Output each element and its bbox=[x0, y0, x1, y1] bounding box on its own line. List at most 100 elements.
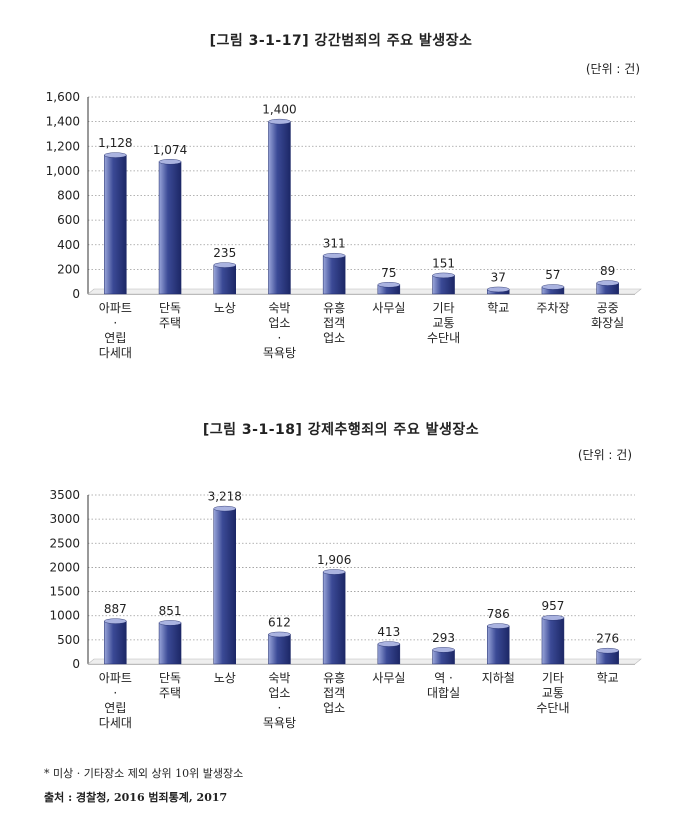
bar-cap bbox=[322, 253, 346, 259]
bar-cap bbox=[541, 615, 565, 621]
chart2-unit: (단위 : 건) bbox=[577, 448, 632, 462]
bar-cap bbox=[213, 262, 236, 268]
bar bbox=[487, 625, 510, 665]
bar-value-label: 37 bbox=[491, 270, 506, 284]
bar-cap bbox=[158, 159, 182, 165]
category-label-line: 수단내 bbox=[536, 701, 569, 715]
y-tick-label: 1,000 bbox=[46, 164, 80, 178]
category-label-line: 노상 bbox=[214, 671, 236, 685]
x-category-label: 기타 교통 수단내 bbox=[427, 301, 460, 345]
category-label-line: 다세대 bbox=[99, 716, 132, 730]
bar bbox=[322, 571, 346, 665]
category-label-line: 목욕탕 bbox=[263, 716, 296, 730]
bar-cap bbox=[432, 272, 455, 279]
category-label-line: 교통 bbox=[433, 316, 455, 330]
bar-cap bbox=[432, 647, 455, 653]
bar-cap bbox=[104, 618, 127, 624]
y-tick-label: 0 bbox=[72, 287, 80, 301]
x-category-label: 학교 bbox=[487, 301, 509, 315]
bar bbox=[268, 634, 291, 665]
bar-value-label: 293 bbox=[432, 631, 455, 645]
bar-cap bbox=[377, 282, 401, 288]
x-category-label: 숙박 업소 · 목욕탕 bbox=[263, 301, 296, 360]
chart1-title: [그림 3-1-17] 강간범죄의 주요 발생장소 bbox=[209, 33, 473, 49]
bar-value-label: 851 bbox=[159, 604, 182, 618]
y-tick-label: 1,600 bbox=[46, 90, 80, 104]
y-tick-label: 600 bbox=[57, 213, 80, 227]
bar bbox=[432, 275, 455, 295]
bar-cap bbox=[268, 631, 291, 638]
bar-cap bbox=[596, 647, 619, 654]
category-label-line: 학교 bbox=[597, 671, 619, 685]
bar bbox=[104, 620, 127, 665]
chart1-unit: (단위 : 건) bbox=[585, 62, 640, 76]
x-category-label: 단독 주택 bbox=[159, 671, 181, 700]
bar bbox=[377, 643, 401, 665]
x-category-label: 주차장 bbox=[536, 301, 569, 315]
category-label-line: 주차장 bbox=[536, 301, 569, 315]
category-label-line: 업소 bbox=[268, 316, 290, 330]
bar bbox=[541, 617, 565, 665]
category-label-line: 주택 bbox=[159, 316, 181, 330]
y-tick-label: 1,200 bbox=[46, 139, 80, 153]
bar-cap bbox=[487, 623, 510, 629]
bar-value-label: 1,074 bbox=[153, 143, 187, 157]
category-label-line: 숙박 bbox=[268, 301, 290, 315]
category-label-line: 다세대 bbox=[99, 346, 132, 360]
bar-value-label: 1,128 bbox=[98, 136, 132, 150]
bar bbox=[213, 508, 236, 665]
y-tick-label: 2500 bbox=[49, 536, 80, 550]
y-tick-label: 0 bbox=[72, 657, 80, 671]
bar-value-label: 413 bbox=[377, 625, 400, 639]
category-label-line: · bbox=[278, 701, 282, 715]
bar-cap bbox=[596, 280, 619, 286]
category-label-line: 노상 bbox=[214, 301, 236, 315]
category-label-line: 연립 bbox=[104, 701, 126, 715]
bar-value-label: 57 bbox=[545, 268, 560, 282]
chart1-plot: 0 200 400 600 800 1,000 1,200 1,400 1,600 1,128 아파… bbox=[46, 90, 642, 360]
bar-value-label: 612 bbox=[268, 615, 291, 629]
category-label-line: 아파트 bbox=[99, 301, 132, 315]
category-label-line: 연립 bbox=[104, 331, 126, 345]
x-category-label: 유흥 접객 업소 bbox=[323, 301, 345, 345]
x-category-label: 노상 bbox=[214, 671, 236, 685]
bar bbox=[104, 154, 127, 295]
bar-cap bbox=[377, 641, 401, 647]
category-label-line: 단독 bbox=[159, 301, 181, 315]
category-label-line: 유흥 bbox=[323, 671, 345, 685]
bar bbox=[268, 121, 291, 295]
y-tick-label: 3500 bbox=[49, 488, 80, 502]
category-label-line: 수단내 bbox=[427, 331, 460, 345]
bar-cap bbox=[213, 505, 236, 512]
category-label-line: 대합실 bbox=[427, 686, 460, 700]
category-label-line: 사무실 bbox=[372, 671, 405, 685]
category-label-line: 접객 bbox=[323, 316, 345, 330]
y-tick-label: 200 bbox=[57, 262, 80, 276]
footnote: * 미상 · 기타장소 제외 상위 10위 발생장소 bbox=[44, 767, 244, 780]
y-tick-label: 400 bbox=[57, 238, 80, 252]
category-label-line: 목욕탕 bbox=[263, 346, 296, 360]
x-category-label: 역 · 대합실 bbox=[427, 671, 460, 700]
x-category-label: 학교 bbox=[597, 671, 619, 685]
bar-value-label: 235 bbox=[213, 246, 236, 260]
category-label-line: · bbox=[113, 316, 117, 330]
y-tick-label: 1,400 bbox=[46, 115, 80, 129]
bar-value-label: 276 bbox=[596, 632, 619, 646]
bar bbox=[322, 255, 346, 295]
bar-cap bbox=[104, 152, 127, 158]
category-label-line: 유흥 bbox=[323, 301, 345, 315]
category-label-line: 업소 bbox=[323, 331, 345, 345]
bar-value-label: 3,218 bbox=[208, 490, 242, 504]
bar-cap bbox=[268, 118, 291, 125]
y-tick-label: 1500 bbox=[49, 585, 80, 599]
bar-value-label: 151 bbox=[432, 256, 455, 270]
category-label-line: 화장실 bbox=[591, 316, 624, 330]
bar-value-label: 1,400 bbox=[262, 103, 296, 117]
category-label-line: 사무실 bbox=[372, 301, 405, 315]
x-category-label: 기타 교통 수단내 bbox=[536, 671, 569, 715]
y-tick-label: 1000 bbox=[49, 609, 80, 623]
bar-value-label: 957 bbox=[541, 599, 564, 613]
category-label-line: 주택 bbox=[159, 686, 181, 700]
x-category-label: 단독 주택 bbox=[159, 301, 181, 330]
